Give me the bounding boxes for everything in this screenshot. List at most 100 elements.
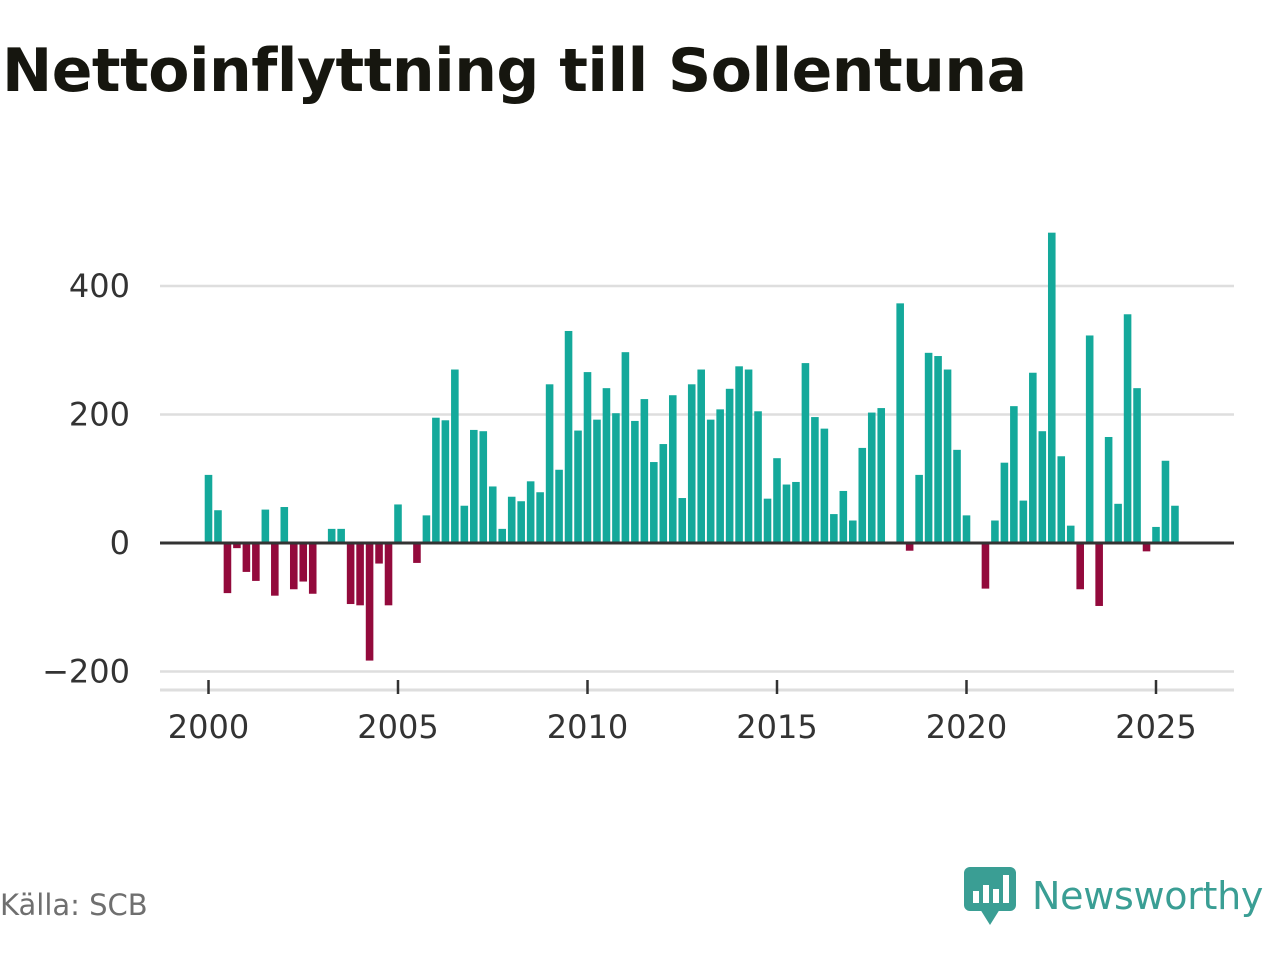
bar: [820, 428, 829, 543]
bar: [441, 420, 450, 543]
bar: [1057, 456, 1066, 543]
bar: [271, 543, 279, 596]
bar: [356, 543, 364, 606]
bar: [687, 384, 696, 543]
bar: [375, 543, 383, 564]
bar: [526, 481, 535, 543]
bar: [242, 543, 251, 572]
bar: [460, 505, 469, 543]
bar: [1019, 500, 1028, 543]
bar: [308, 543, 317, 594]
brand-name: Newsworthy: [1032, 874, 1264, 918]
bar: [839, 490, 848, 543]
x-tick-label: 2005: [357, 708, 438, 746]
x-tick-label: 2020: [926, 708, 1007, 746]
bar: [1152, 526, 1160, 543]
bar: [413, 543, 421, 563]
bar: [545, 384, 554, 543]
bar: [1104, 436, 1113, 543]
bar: [801, 363, 810, 543]
bar: [773, 458, 781, 543]
bar: [1029, 372, 1037, 543]
bar: [1123, 314, 1132, 543]
bar: [763, 498, 772, 543]
bar: [991, 520, 999, 543]
bar: [792, 481, 800, 543]
source-label: Källa: SCB: [0, 888, 148, 922]
x-tick-label: 2010: [547, 708, 628, 746]
bar: [574, 430, 582, 543]
y-tick-label: 0: [110, 524, 130, 562]
bar: [1010, 406, 1018, 543]
bar: [697, 369, 705, 543]
bar: [1038, 431, 1047, 543]
bar: [905, 543, 914, 551]
bar: [488, 486, 497, 543]
bar: [422, 515, 431, 543]
bar: [517, 501, 525, 543]
bar: [830, 514, 838, 543]
x-tick-label: 2015: [736, 708, 817, 746]
x-tick-label: 2000: [168, 708, 249, 746]
bar: [706, 419, 715, 543]
bar: [299, 543, 308, 582]
bar: [498, 528, 507, 543]
bar: [384, 543, 393, 606]
bar: [782, 484, 791, 543]
bar: [640, 399, 649, 543]
bar: [612, 413, 620, 543]
bar: [555, 469, 563, 543]
bar: [432, 417, 440, 543]
bars: [204, 232, 1179, 661]
bar: [849, 520, 857, 543]
gridlines: [160, 284, 1234, 673]
bar: [479, 431, 488, 543]
bar: [204, 474, 213, 543]
bar: [252, 543, 260, 581]
bar: [233, 543, 241, 549]
bar: [1142, 543, 1151, 552]
bar: [811, 417, 819, 543]
y-tick-label: 400: [69, 267, 130, 305]
bar: [1047, 232, 1056, 544]
bar: [754, 411, 762, 543]
bar: [214, 510, 222, 543]
bar: [451, 369, 459, 543]
bar: [725, 388, 734, 543]
bar: [934, 356, 942, 543]
bar: [1000, 462, 1009, 543]
bar: [261, 509, 270, 543]
bar: [394, 504, 402, 543]
axes: −200 0 200 400 2000 2005 2010 2015 2020 2025: [42, 267, 1234, 746]
bar: [621, 352, 630, 543]
bar: [1114, 503, 1122, 543]
bar: [564, 330, 573, 543]
bar: [1076, 543, 1084, 590]
bar: [924, 352, 933, 543]
bar: [896, 303, 904, 543]
newsworthy-logo-icon: [964, 867, 1016, 925]
bar: [583, 372, 592, 543]
y-tick-label: 200: [69, 396, 130, 434]
bar: [716, 409, 724, 543]
bar: [327, 528, 336, 543]
bar: [223, 543, 232, 594]
bar: [915, 474, 923, 543]
bar: [744, 369, 753, 543]
bar: [1085, 335, 1094, 543]
bar: [981, 543, 990, 589]
bar: [1066, 525, 1075, 543]
bar: [1161, 460, 1170, 543]
bar: [735, 366, 743, 543]
bar: [650, 462, 658, 543]
bar: [659, 444, 668, 543]
bar: [1095, 543, 1103, 606]
bar: [678, 498, 687, 543]
bar: [858, 447, 867, 543]
bar: [507, 496, 516, 543]
y-tick-label: −200: [42, 653, 130, 691]
bar: [631, 420, 639, 543]
bar: [867, 412, 876, 543]
bar: [962, 515, 971, 543]
